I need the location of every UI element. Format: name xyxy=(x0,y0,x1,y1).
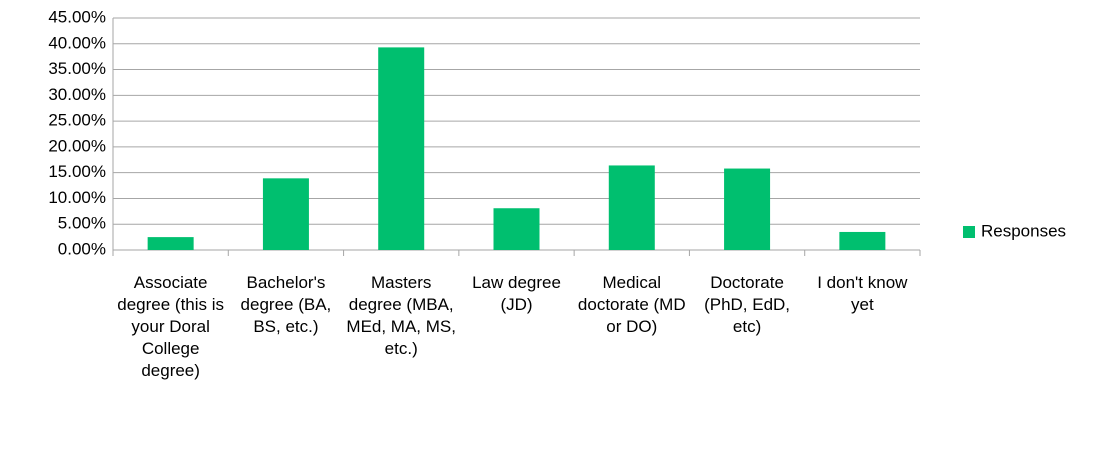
y-tick-label: 35.00% xyxy=(48,59,106,78)
bar xyxy=(262,178,309,250)
y-tick-label: 25.00% xyxy=(48,111,106,130)
y-tick-label: 10.00% xyxy=(48,188,106,207)
x-tick-label: Bachelor's degree (BA, BS, etc.) xyxy=(240,273,332,336)
x-tick-label: Medical doctorate (MD or DO) xyxy=(577,273,686,336)
y-tick-label: 0.00% xyxy=(58,239,106,258)
x-tick-label: Masters degree (MBA, MEd, MA, MS, etc.) xyxy=(346,273,456,358)
bar xyxy=(724,168,771,250)
bar xyxy=(608,165,655,250)
bar xyxy=(493,208,540,250)
y-tick-label: 5.00% xyxy=(58,214,106,233)
y-tick-label: 30.00% xyxy=(48,85,106,104)
bar xyxy=(378,47,425,251)
x-tick-label: Law degree (JD) xyxy=(472,273,561,314)
y-tick-label: 45.00% xyxy=(48,7,106,26)
x-tick-label: I don't know yet xyxy=(817,273,908,314)
y-tick-label: 40.00% xyxy=(48,33,106,52)
bar xyxy=(147,237,194,250)
bar xyxy=(839,231,886,250)
y-tick-label: 20.00% xyxy=(48,136,106,155)
legend-label: Responses xyxy=(981,221,1066,240)
x-tick-label: Associate degree (this is your Doral Col… xyxy=(117,273,225,380)
y-tick-label: 15.00% xyxy=(48,162,106,181)
x-tick-label: Doctorate (PhD, EdD, etc) xyxy=(704,273,791,336)
legend-swatch xyxy=(963,226,975,238)
